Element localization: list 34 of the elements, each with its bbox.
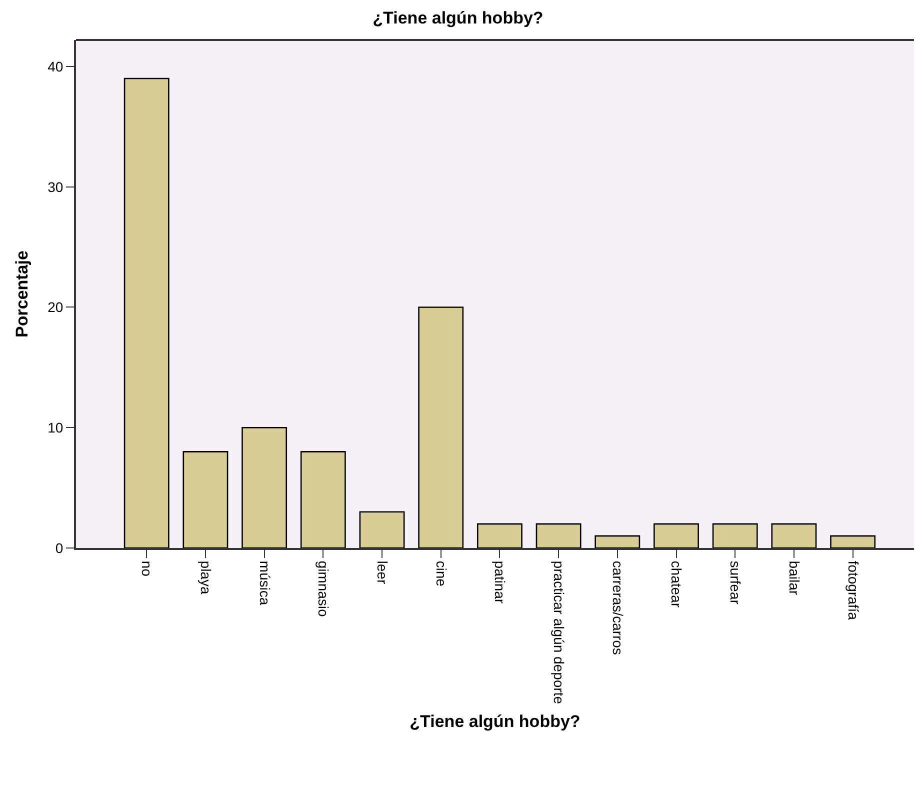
y-axis-title: Porcentaje (12, 250, 32, 338)
bar (182, 451, 228, 548)
bar (771, 523, 817, 548)
bar (654, 523, 699, 548)
y-tick-label: 20 (48, 299, 64, 316)
x-tick-label: chatear (668, 560, 685, 608)
x-tick-label: cine (433, 560, 450, 587)
x-tick-label: practicar algún deporte (551, 560, 568, 704)
bar (359, 511, 405, 548)
y-tick-label: 30 (48, 178, 64, 195)
x-tick-label: bailar (786, 560, 802, 596)
x-tick-label: surfear (728, 560, 744, 605)
x-tick-label: playa (198, 560, 214, 594)
x-tick-label: no (139, 560, 156, 577)
x-axis-title: ¿Tiene algún hobby? (410, 712, 580, 732)
x-tick-label: leer (374, 560, 390, 584)
x-tick-label: gimnasio (316, 560, 332, 618)
bar (418, 306, 464, 548)
bar (830, 535, 876, 548)
y-tick-label: 10 (48, 420, 64, 436)
bar (536, 523, 582, 548)
y-tick-label: 40 (48, 58, 64, 74)
bar (242, 426, 288, 548)
bar (712, 523, 758, 548)
bar (594, 535, 640, 548)
chart-title: ¿Tiene algún hobby? (372, 8, 544, 28)
x-tick-label: música (256, 560, 273, 606)
bar (476, 523, 522, 548)
x-tick-label: carreras/carros (610, 560, 626, 655)
x-tick-label: patinar (492, 560, 508, 604)
x-tick-label: fotografía (845, 560, 862, 620)
bar (300, 451, 346, 548)
bar (124, 78, 170, 548)
y-tick-label: 0 (55, 540, 64, 556)
